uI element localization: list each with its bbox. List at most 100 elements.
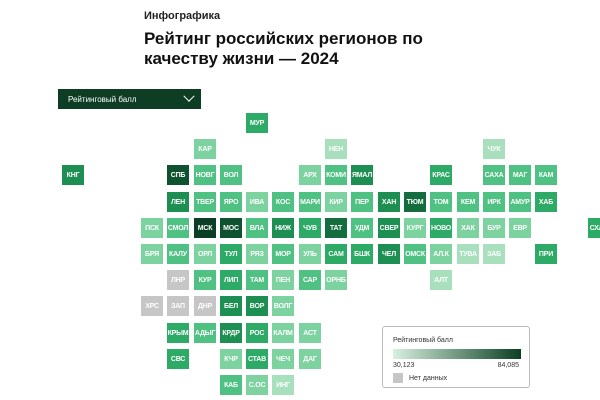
region-tile-кнг[interactable]: КНГ <box>62 165 84 185</box>
region-tile-пер[interactable]: ПЕР <box>351 192 373 212</box>
region-tile-ива[interactable]: ИВА <box>246 192 268 212</box>
region-tile-бшк[interactable]: БШК <box>351 244 373 264</box>
region-tile-чук[interactable]: ЧУК <box>483 139 505 159</box>
region-tile-коми[interactable]: КОМИ <box>325 165 347 185</box>
region-tile-арх[interactable]: АРХ <box>299 165 321 185</box>
region-tile-бря[interactable]: БРЯ <box>141 244 163 264</box>
region-tile-том[interactable]: ТОМ <box>430 192 452 212</box>
region-tile-крдр[interactable]: КРДР <box>220 323 242 343</box>
region-tile-кем[interactable]: КЕМ <box>457 192 479 212</box>
region-tile-лнр[interactable]: ЛНР <box>167 270 189 290</box>
region-tile-кир[interactable]: КИР <box>325 192 347 212</box>
region-tile-схлн[interactable]: СХЛН <box>588 218 600 238</box>
region-tile-хрс[interactable]: ХРС <box>141 296 163 316</box>
region-tile-инг[interactable]: ИНГ <box>272 375 294 395</box>
region-tile-ирк[interactable]: ИРК <box>483 192 505 212</box>
region-tile-алк[interactable]: АЛ.К <box>430 244 452 264</box>
region-tile-спб[interactable]: СПБ <box>167 165 189 185</box>
region-tile-вол[interactable]: ВОЛ <box>220 165 242 185</box>
region-tile-новг[interactable]: НОВГ <box>194 165 216 185</box>
region-tile-хак[interactable]: ХАК <box>457 218 479 238</box>
region-tile-там[interactable]: ТАМ <box>246 270 268 290</box>
region-tile-кос[interactable]: КОС <box>272 192 294 212</box>
region-tile-хан[interactable]: ХАН <box>378 192 400 212</box>
region-tile-даг[interactable]: ДАГ <box>299 349 321 369</box>
region-tile-чел[interactable]: ЧЕЛ <box>378 244 400 264</box>
page-title: Рейтинг российских регионов по качеству … <box>144 29 423 68</box>
legend-no-data-label: Нет данных <box>409 375 448 382</box>
region-tile-мари[interactable]: МАРИ <box>299 192 321 212</box>
region-tile-днр[interactable]: ДНР <box>194 296 216 316</box>
region-tile-амур[interactable]: АМУР <box>509 192 531 212</box>
region-tile-твер[interactable]: ТВЕР <box>194 192 216 212</box>
region-tile-волг[interactable]: ВОЛГ <box>272 296 294 316</box>
region-tile-при[interactable]: ПРИ <box>535 244 557 264</box>
region-tile-омск[interactable]: ОМСК <box>404 244 426 264</box>
region-tile-чеч[interactable]: ЧЕЧ <box>272 349 294 369</box>
legend: Рейтинговый балл 30,123 84,085 Нет данны… <box>382 326 530 388</box>
region-tile-бур[interactable]: БУР <box>483 218 505 238</box>
region-tile-тува[interactable]: ТУВА <box>457 244 479 264</box>
kicker: Инфографика <box>144 10 221 22</box>
region-tile-став[interactable]: СТАВ <box>246 349 268 369</box>
region-tile-вор[interactable]: ВОР <box>246 296 268 316</box>
metric-selector[interactable]: Рейтинговый балл <box>58 89 201 109</box>
legend-title: Рейтинговый балл <box>393 337 453 344</box>
region-tile-лен[interactable]: ЛЕН <box>167 192 189 212</box>
region-tile-тул[interactable]: ТУЛ <box>220 244 242 264</box>
region-tile-уль[interactable]: УЛЬ <box>299 244 321 264</box>
region-tile-маг[interactable]: МАГ <box>509 165 531 185</box>
region-tile-вла[interactable]: ВЛА <box>246 218 268 238</box>
region-tile-калу[interactable]: КАЛУ <box>167 244 189 264</box>
region-tile-рос[interactable]: РОС <box>246 323 268 343</box>
region-tile-кург[interactable]: КУРГ <box>404 218 426 238</box>
region-tile-ряз[interactable]: РЯЗ <box>246 244 268 264</box>
region-tile-сос[interactable]: С.ОС <box>246 375 268 395</box>
region-tile-ново[interactable]: НОВО <box>430 218 452 238</box>
region-tile-свер[interactable]: СВЕР <box>378 218 400 238</box>
region-tile-чув[interactable]: ЧУВ <box>299 218 321 238</box>
legend-no-data-swatch <box>393 373 403 383</box>
region-tile-аст[interactable]: АСТ <box>299 323 321 343</box>
region-tile-бел[interactable]: БЕЛ <box>220 296 242 316</box>
region-tile-яро[interactable]: ЯРО <box>220 192 242 212</box>
region-tile-зап[interactable]: ЗАП <box>167 296 189 316</box>
region-tile-нен[interactable]: НЕН <box>325 139 347 159</box>
legend-max: 84,085 <box>497 362 519 369</box>
region-tile-сар[interactable]: САР <box>299 270 321 290</box>
region-tile-мур[interactable]: МУР <box>246 113 268 133</box>
region-tile-орнб[interactable]: ОРНБ <box>325 270 347 290</box>
region-tile-каб[interactable]: КАБ <box>220 375 242 395</box>
region-tile-калм[interactable]: КАЛМ <box>272 323 294 343</box>
region-tile-кар[interactable]: КАР <box>194 139 216 159</box>
region-tile-хаб[interactable]: ХАБ <box>535 192 557 212</box>
region-tile-кчр[interactable]: КЧР <box>220 349 242 369</box>
region-tile-мор[interactable]: МОР <box>272 244 294 264</box>
region-tile-тюм[interactable]: ТЮМ <box>404 192 426 212</box>
region-tile-свс[interactable]: СВС <box>167 349 189 369</box>
region-tile-алт[interactable]: АЛТ <box>430 270 452 290</box>
region-tile-ямал[interactable]: ЯМАЛ <box>351 165 373 185</box>
region-tile-орл[interactable]: ОРЛ <box>194 244 216 264</box>
region-tile-пск[interactable]: ПСК <box>141 218 163 238</box>
region-tile-заб[interactable]: ЗАБ <box>483 244 505 264</box>
region-tile-евр[interactable]: ЕВР <box>509 218 531 238</box>
region-tile-смол[interactable]: СМОЛ <box>167 218 189 238</box>
region-tile-мос[interactable]: МОС <box>220 218 242 238</box>
region-tile-кур[interactable]: КУР <box>194 270 216 290</box>
region-tile-саха[interactable]: САХА <box>483 165 505 185</box>
region-tile-адыг[interactable]: АДЫГ <box>194 323 216 343</box>
region-tile-пен[interactable]: ПЕН <box>272 270 294 290</box>
region-tile-ниж[interactable]: НИЖ <box>272 218 294 238</box>
region-tile-крас[interactable]: КРАС <box>430 165 452 185</box>
legend-gradient <box>393 349 521 359</box>
region-tile-удм[interactable]: УДМ <box>351 218 373 238</box>
region-tile-тат[interactable]: ТАТ <box>325 218 347 238</box>
legend-min: 30,123 <box>393 362 415 369</box>
region-tile-мск[interactable]: МСК <box>194 218 216 238</box>
region-tile-сам[interactable]: САМ <box>325 244 347 264</box>
region-tile-лип[interactable]: ЛИП <box>220 270 242 290</box>
region-tile-кам[interactable]: КАМ <box>535 165 557 185</box>
region-tile-крым[interactable]: КРЫМ <box>167 323 189 343</box>
